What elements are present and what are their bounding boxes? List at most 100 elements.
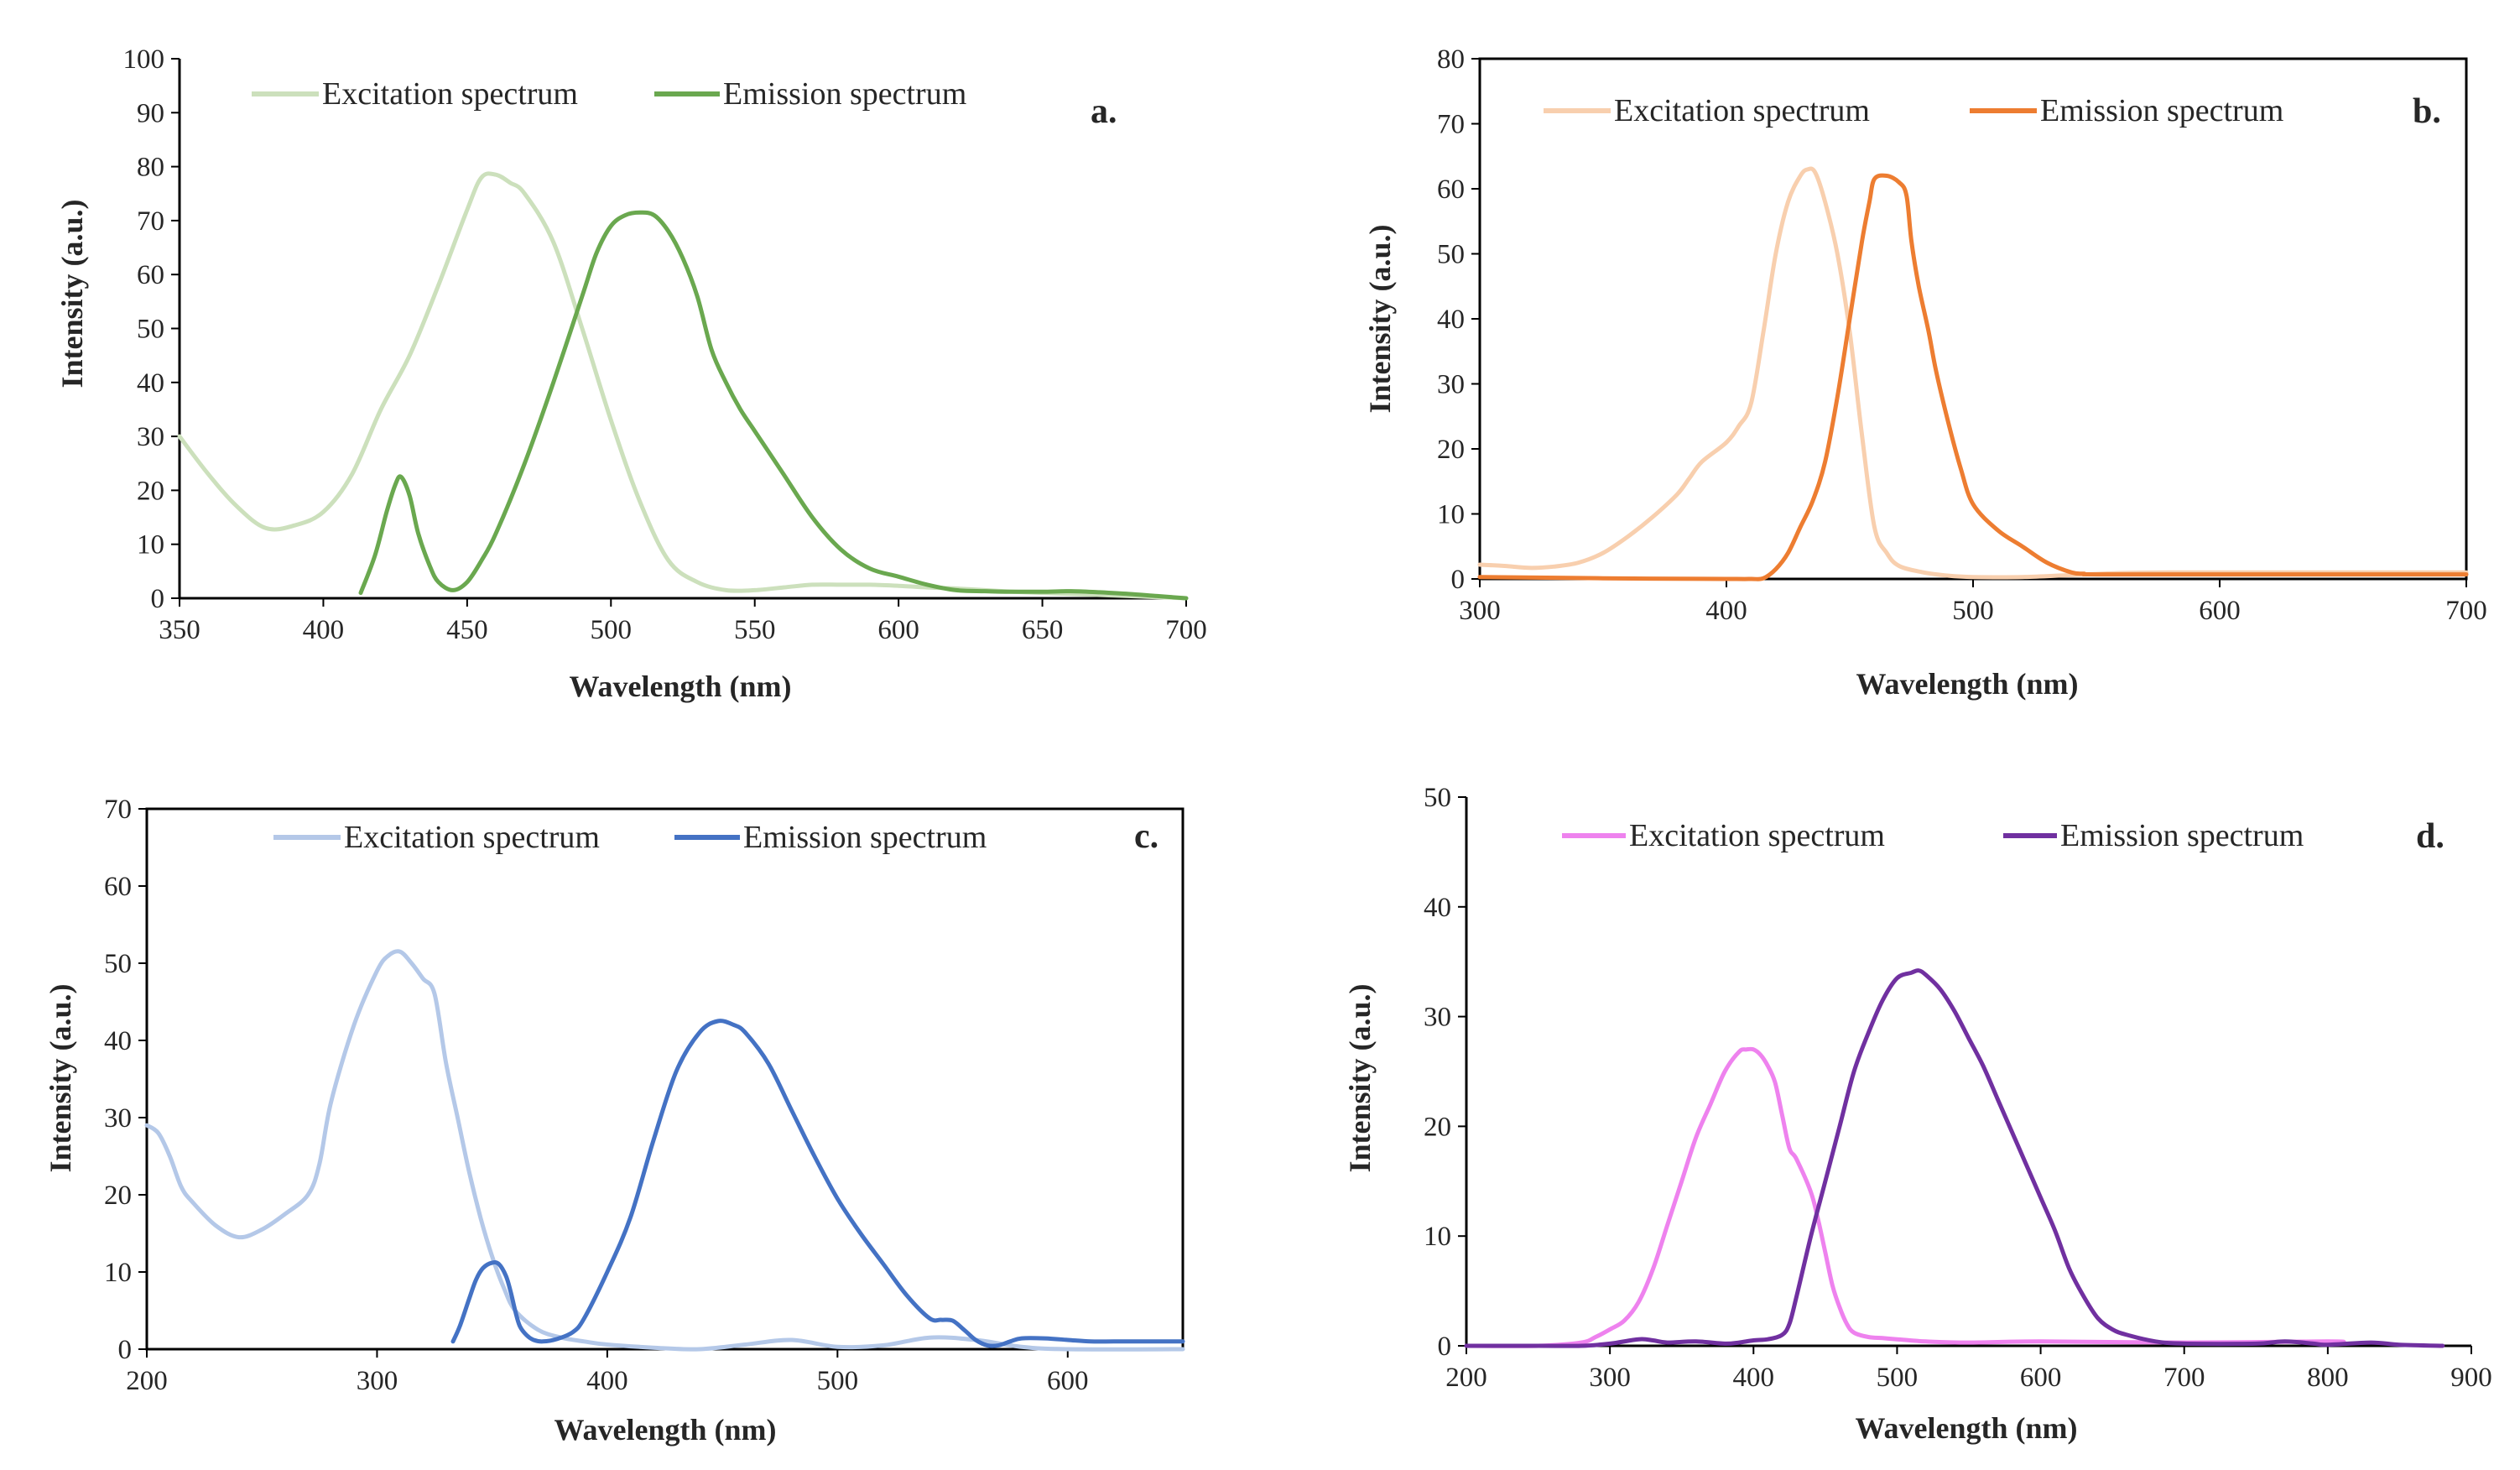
chart-d-ytick-label: 40 [1424,893,1451,923]
chart-a-ytick-label: 90 [137,98,164,128]
chart-d-legend: Excitation spectrum Emission spectrum [1562,818,2304,853]
chart-a-ytick-label: 30 [137,422,164,452]
chart-b-ytick-label: 50 [1437,240,1465,270]
chart-d-ytick-label: 20 [1424,1112,1451,1142]
chart-b-legend-label-excitation: Excitation spectrum [1614,93,1870,128]
chart-a-ytick-label: 20 [137,476,164,506]
chart-c-ytick-label: 40 [104,1026,132,1056]
chart-c-ytick-label: 70 [104,795,132,825]
chart-c-legend-label-emission: Emission spectrum [743,820,987,855]
chart-a-ylabel: Intensity (a.u.) [55,199,89,388]
chart-c-legend: Excitation spectrum Emission spectrum [273,820,987,855]
chart-b-legend-label-emission: Emission spectrum [2040,93,2283,128]
chart-a-xtick-label: 550 [734,615,776,645]
chart-d-xtick-label: 800 [2307,1363,2349,1393]
chart-c-ytick-label: 0 [118,1335,133,1365]
chart-a-ytick-label: 50 [137,315,164,345]
chart-b-ytick-label: 70 [1437,110,1465,140]
chart-b-ytick-label: 80 [1437,44,1465,75]
chart-a-axes [178,59,1186,600]
chart-b-ytick-label: 30 [1437,370,1465,400]
chart-b-emission-line [1477,173,2469,581]
chart-a-ytick-label: 0 [151,584,165,614]
chart-a-xtick-label: 450 [446,615,488,645]
chart-a-excitation-line [177,171,1189,601]
chart-d-xtick-label: 600 [2020,1363,2062,1393]
chart-d-ylabel: Intensity (a.u.) [1343,983,1377,1172]
chart-c-excitation-line [144,949,1185,1352]
chart-a-xtick-label: 350 [159,615,200,645]
chart-a-ytick-label: 40 [137,368,164,399]
chart-a-ytick-label: 100 [123,44,165,75]
chart-d-ytick-label: 30 [1424,1003,1451,1033]
chart-c-emission-line [450,1019,1185,1348]
chart-c-ytick-label: 20 [104,1181,132,1211]
chart-b-ytick-label: 40 [1437,305,1465,335]
chart-d-ytick-label: 0 [1438,1332,1452,1362]
chart-a-ytick-label: 80 [137,153,164,183]
chart-d-xtick-label: 500 [1877,1363,1919,1393]
chart-d-axes [1465,797,2471,1348]
chart-c-ylabel: Intensity (a.u.) [44,983,77,1172]
chart-c-xtick-label: 500 [817,1366,859,1396]
chart-d-ytick-label: 10 [1424,1222,1451,1252]
chart-c-ytick-label: 10 [104,1258,132,1288]
chart-d: Intensity (a.u.) Wavelength (nm) Excitat… [1343,783,2492,1445]
chart-c-xtick-label: 400 [586,1366,628,1396]
chart-b-ytick-label: 20 [1437,435,1465,465]
chart-a-xtick-label: 650 [1022,615,1064,645]
chart-a-panel-label: a. [1091,92,1117,131]
chart-b-xtick-label: 600 [2199,596,2241,626]
chart-a-xtick-label: 700 [1165,615,1207,645]
chart-c-legend-label-excitation: Excitation spectrum [344,820,600,855]
chart-a-legend: Excitation spectrum Emission spectrum [252,76,966,112]
chart-a-xtick-label: 500 [591,615,633,645]
chart-b-xtick-label: 300 [1459,596,1501,626]
chart-b-ytick-label: 60 [1437,175,1465,205]
chart-a: Intensity (a.u.) Wavelength (nm) Excitat… [55,44,1207,703]
chart-a-xtick-label: 400 [303,615,345,645]
chart-b-excitation-line [1477,166,2469,580]
chart-d-emission-line [1464,968,2445,1348]
chart-b: Intensity (a.u.) Wavelength (nm) Excitat… [1363,44,2487,701]
chart-a-ytick-label: 10 [137,530,164,560]
chart-b-xtick-label: 500 [1952,596,1994,626]
chart-b-xtick-label: 400 [1705,596,1747,626]
chart-b-ytick-label: 10 [1437,500,1465,530]
chart-b-ytick-label: 0 [1451,565,1466,595]
chart-d-xtick-label: 200 [1445,1363,1487,1393]
chart-c-xtick-label: 200 [126,1366,168,1396]
chart-d-xtick-label: 900 [2450,1363,2492,1393]
chart-c: Intensity (a.u.) Wavelength (nm) Excitat… [44,795,1185,1447]
chart-c-ytick-label: 60 [104,872,132,902]
chart-a-xlabel: Wavelength (nm) [570,670,792,703]
chart-d-legend-label-emission: Emission spectrum [2060,818,2304,853]
chart-d-excitation-line [1464,1046,2346,1348]
chart-d-xtick-label: 300 [1589,1363,1631,1393]
chart-b-xtick-label: 700 [2445,596,2487,626]
chart-d-ytick-label: 50 [1424,783,1451,813]
chart-c-ytick-label: 30 [104,1103,132,1134]
chart-b-legend: Excitation spectrum Emission spectrum [1544,93,2283,128]
chart-d-legend-label-excitation: Excitation spectrum [1629,818,1885,853]
chart-a-ytick-label: 70 [137,206,164,237]
chart-a-ytick-label: 60 [137,260,164,290]
chart-c-xtick-label: 300 [357,1366,398,1396]
chart-a-legend-label-emission: Emission spectrum [723,76,966,112]
chart-c-frame [145,807,1185,1351]
chart-a-xtick-label: 600 [877,615,919,645]
chart-a-legend-label-excitation: Excitation spectrum [322,76,578,112]
chart-c-axes [145,807,1185,1351]
chart-d-xtick-label: 700 [2163,1363,2205,1393]
chart-c-panel-label: c. [1134,817,1158,856]
chart-d-panel-label: d. [2416,817,2445,856]
chart-b-ylabel: Intensity (a.u.) [1363,224,1397,413]
chart-b-xlabel: Wavelength (nm) [1856,667,2079,701]
chart-a-emission-line [358,210,1189,601]
chart-d-xlabel: Wavelength (nm) [1856,1411,2078,1445]
chart-c-xtick-label: 600 [1047,1366,1089,1396]
chart-c-ytick-label: 50 [104,949,132,979]
chart-b-panel-label: b. [2413,92,2441,131]
chart-d-xtick-label: 400 [1733,1363,1775,1393]
